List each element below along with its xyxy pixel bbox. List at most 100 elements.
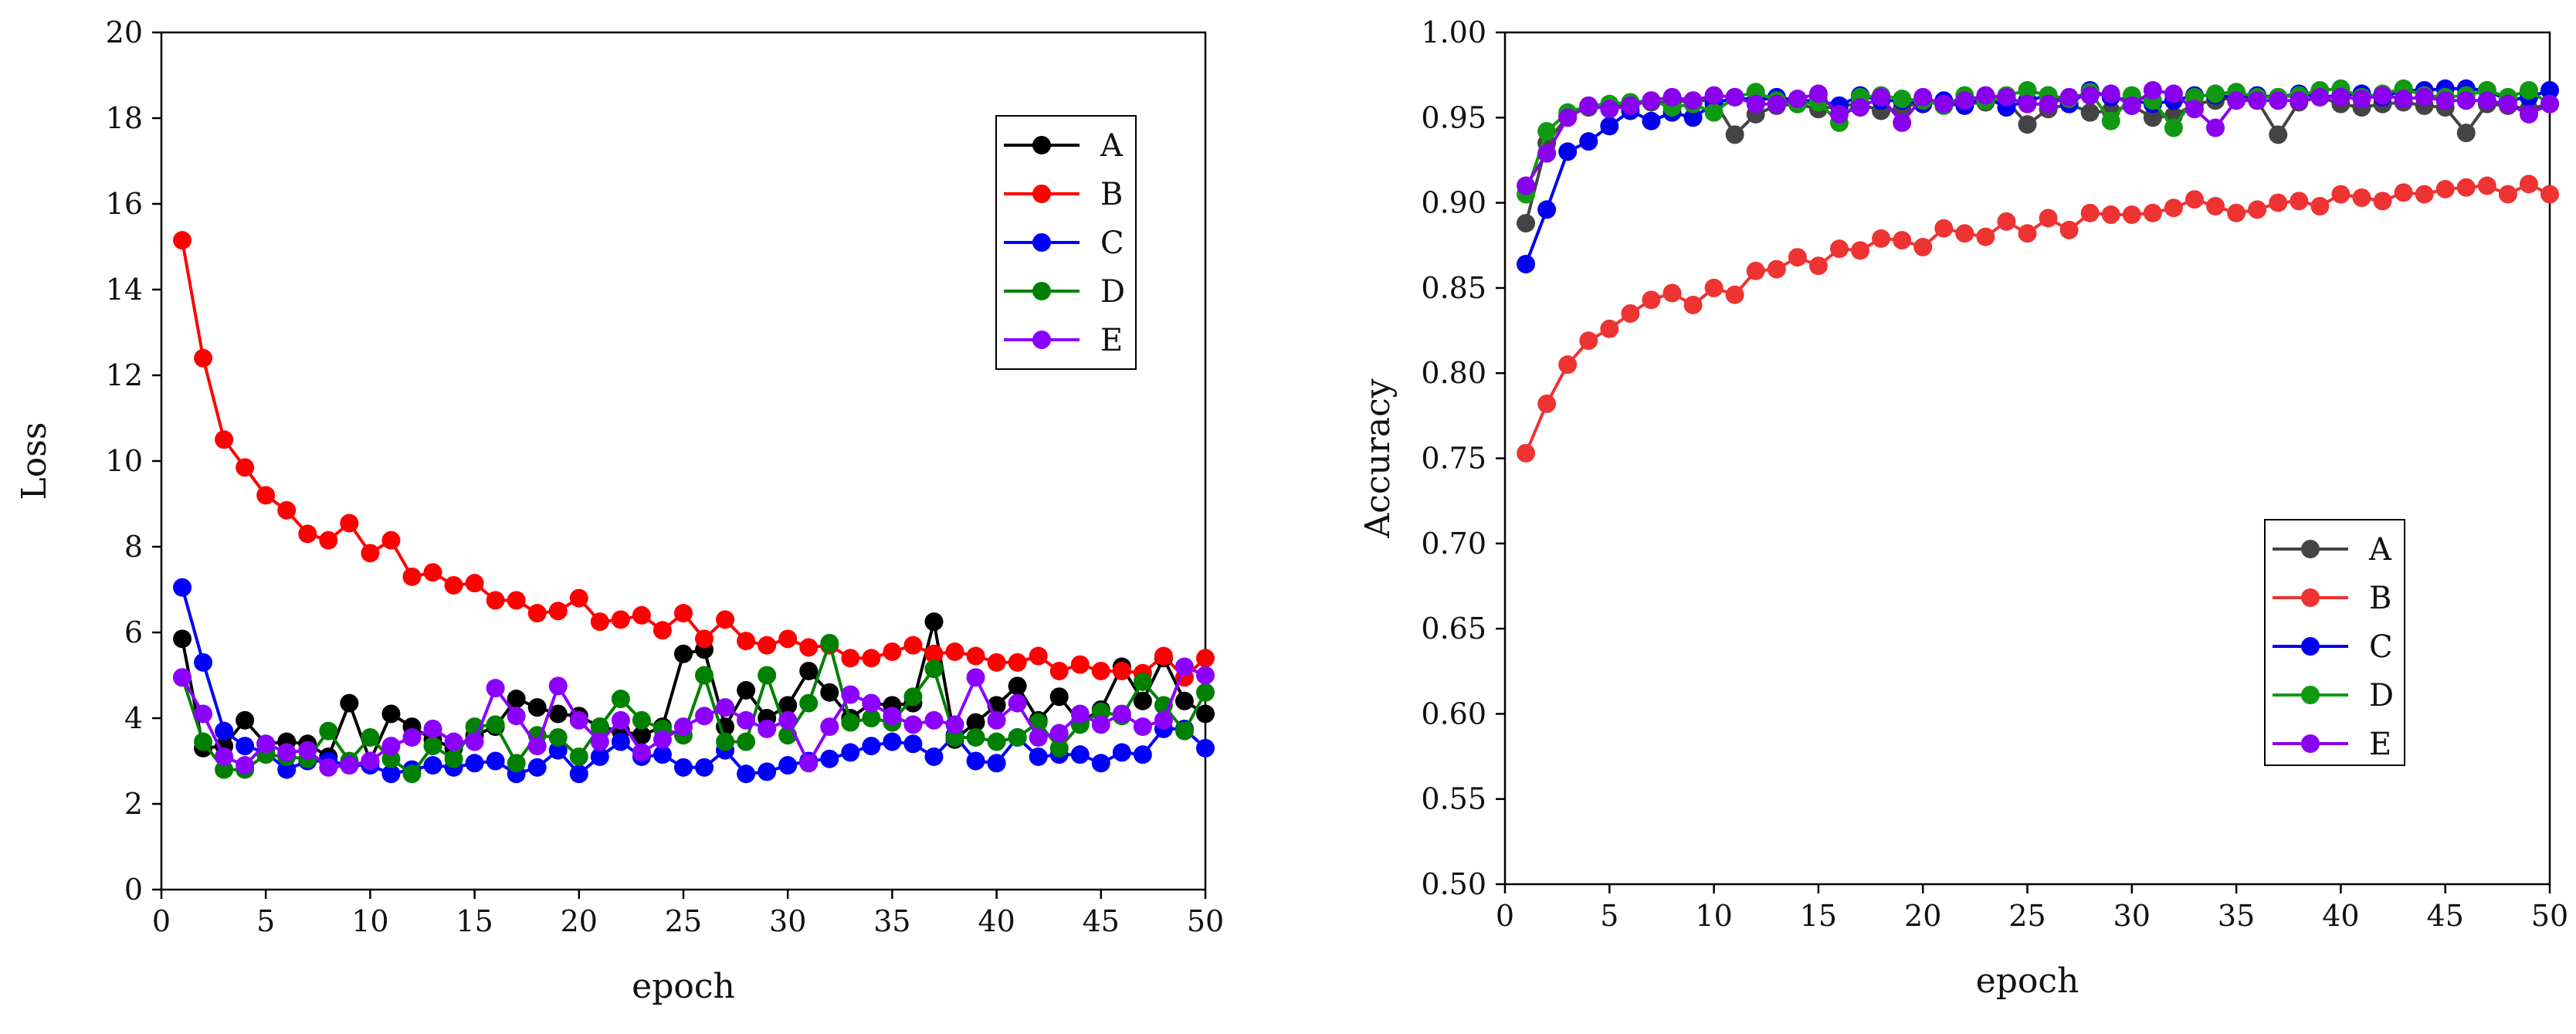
data-point-D [402,764,422,784]
series-E [1517,81,2559,195]
data-point-B [695,629,714,649]
data-point-E [1746,94,1765,114]
data-point-B [361,544,380,563]
data-point-E [2498,94,2517,114]
y-tick-label: 0.75 [1421,442,1486,476]
y-tick-label: 0.80 [1421,356,1486,390]
data-point-B [1829,239,1849,259]
data-point-E [2185,100,2204,119]
data-point-B [381,531,401,550]
data-point-B [2415,185,2434,204]
data-point-B [1029,646,1048,666]
data-point-A [778,696,798,715]
data-point-B [2018,224,2037,243]
legend-label-C: C [2369,629,2393,665]
data-point-D [319,721,338,741]
data-point-E [298,741,317,760]
data-point-E [402,727,422,747]
x-tick-label: 40 [2322,899,2359,933]
legend-label-A: A [2368,532,2392,568]
y-tick-label: 4 [124,701,143,735]
data-point-B [758,636,777,655]
data-point-B [1091,661,1110,680]
data-point-D [737,732,756,751]
data-point-A [173,629,192,649]
data-point-B [611,610,630,629]
data-point-B [2269,193,2288,212]
x-tick-label: 5 [256,904,275,938]
data-point-C [381,764,401,784]
data-point-A [381,704,401,724]
data-point-D [2018,81,2037,100]
data-point-E [924,710,944,730]
data-point-B [1767,259,1786,279]
data-point-B [1913,237,1933,256]
data-point-B [799,638,819,657]
data-point-A [1133,691,1152,710]
data-point-A [966,713,985,732]
data-point-B [2456,178,2476,197]
data-point-E [2248,91,2267,110]
data-point-B [2059,220,2079,239]
data-point-E [381,737,401,756]
data-point-B [1955,224,1974,243]
data-point-E [1174,657,1194,676]
legend-marker-A [1032,136,1051,154]
x-tick-label: 10 [351,904,388,938]
x-tick-label: 35 [2218,899,2255,933]
legend-marker-A [2301,540,2320,558]
data-point-E [1154,710,1173,730]
data-point-D [820,633,839,653]
data-point-E [1955,91,1974,110]
chart-1: 0 5 10 15 20 25 30 35 40 45 50 0 2 4 6 8 10 12 14 16 18 20 epo… [15,15,1224,1006]
data-point-A [1196,704,1215,724]
legend-label-B: B [1100,177,1123,212]
data-point-A [1725,125,1744,144]
data-point-E [1788,90,1807,109]
legend-label-D: D [2369,678,2394,714]
data-point-E [2331,87,2351,107]
data-point-E [590,732,609,751]
data-point-C [486,751,505,771]
data-point-C [862,737,881,756]
data-point-C [924,747,944,766]
data-point-D [799,693,819,713]
data-point-A [2269,125,2288,144]
data-point-E [2477,91,2496,110]
data-point-A [820,683,839,702]
x-tick-label: 45 [1083,904,1120,938]
data-point-B [2248,200,2267,219]
data-point-B [674,604,693,623]
data-point-B [1154,646,1173,666]
data-point-E [569,710,588,730]
data-point-E [548,676,568,696]
data-point-C [652,745,672,764]
legend-marker-C [1032,233,1051,252]
data-point-C [1133,745,1152,764]
data-point-B [215,430,234,449]
data-point-E [966,668,985,687]
data-point-B [2477,176,2496,195]
y-tick-label: 0.90 [1421,186,1486,220]
data-point-D [632,710,651,730]
data-point-E [486,679,505,698]
y-tick-label: 0.85 [1421,271,1486,305]
legend-marker-E [2301,734,2320,753]
data-point-D [945,727,964,747]
legend-label-E: E [2369,727,2391,762]
data-point-C [1537,200,1557,219]
data-point-C [1112,743,1131,762]
data-point-E [716,698,735,717]
data-point-C [903,734,923,754]
x-tick-label: 25 [665,904,702,938]
x-tick-label: 25 [2008,899,2046,933]
data-point-C [173,578,192,597]
data-point-B [2352,188,2371,207]
data-point-B [1537,394,1557,413]
data-point-D [1049,738,1069,758]
data-point-B [987,653,1006,672]
legend-marker-D [1032,282,1051,300]
y-tick-label: 0.60 [1421,697,1486,731]
data-point-B [1725,285,1744,304]
